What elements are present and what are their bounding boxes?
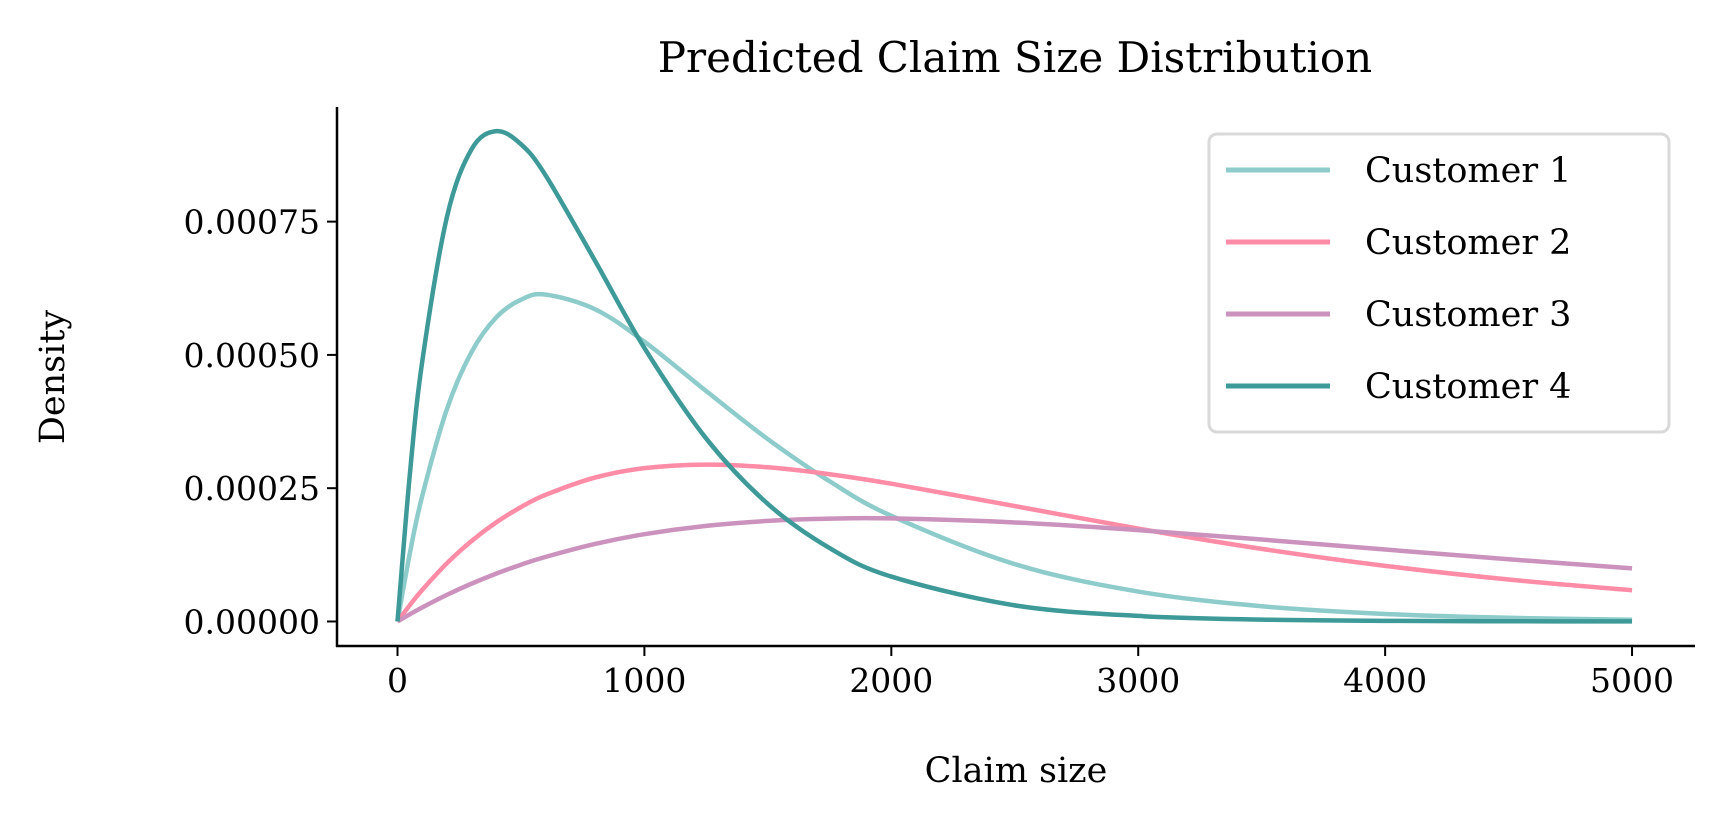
series-line-customer-3 [396,515,1633,624]
x-tick-label: 2000 [849,661,933,700]
y-tick-label: 0.00000 [184,602,320,641]
x-ticks: 0 1000 2000 3000 4000 5000 [387,646,1674,700]
chart-title: Predicted Claim Size Distribution [658,33,1372,82]
y-tick-label: 0.00075 [184,203,320,242]
x-tick-label: 0 [387,661,408,700]
y-tick-label: 0.00050 [184,336,320,375]
x-tick-label: 4000 [1343,661,1427,700]
series-line-customer-4 [395,128,1633,624]
legend-label: Customer 1 [1365,151,1571,191]
legend-label: Customer 3 [1365,295,1571,335]
series-line-customer-1 [395,291,1633,622]
series-layer [395,128,1633,624]
legend: Customer 1 Customer 2 Customer 3 Customer 4 [1207,132,1671,434]
y-tick-label: 0.00025 [184,469,320,508]
legend-label: Customer 2 [1365,223,1571,263]
y-axis-label: Density [33,310,73,445]
legend-label: Customer 4 [1365,367,1571,407]
legend-frame [1207,132,1671,434]
y-ticks: 0.00000 0.00025 0.00050 0.00075 [184,203,337,641]
x-tick-label: 1000 [602,661,686,700]
x-axis-label: Claim size [925,751,1108,791]
series-line-customer-2 [395,462,1633,623]
x-tick-label: 3000 [1096,661,1180,700]
x-tick-label: 5000 [1590,661,1674,700]
